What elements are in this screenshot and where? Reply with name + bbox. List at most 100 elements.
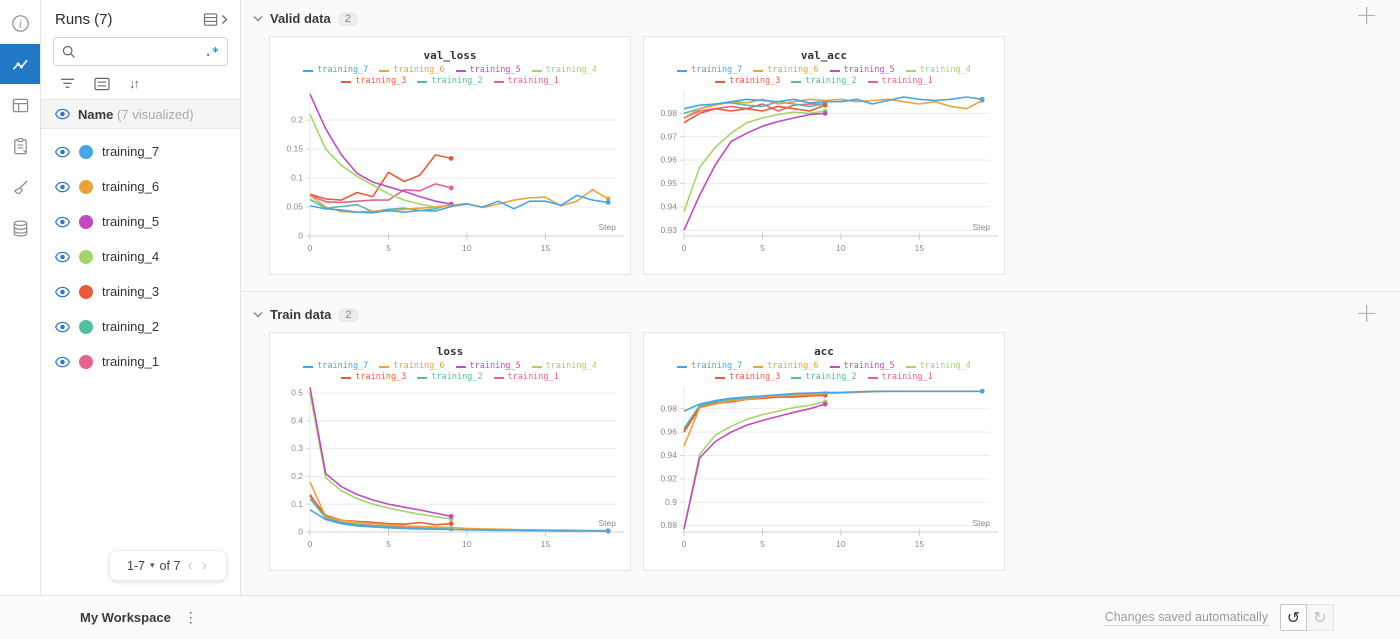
eye-icon[interactable]: [55, 356, 70, 368]
save-status-label[interactable]: Changes saved automatically: [1104, 609, 1268, 626]
eye-icon[interactable]: [55, 146, 70, 158]
run-row[interactable]: training_7: [41, 134, 240, 169]
legend-item[interactable]: training_1: [493, 76, 559, 87]
chart-panel-val-acc[interactable]: val_acc training_7 training_6 training_5 tr…: [643, 36, 1005, 275]
add-panel-button[interactable]: +: [1355, 298, 1378, 329]
sweeps-tab[interactable]: [0, 167, 40, 207]
eye-icon[interactable]: [55, 286, 70, 298]
svg-text:0.1: 0.1: [291, 499, 303, 509]
run-search-box[interactable]: .*: [53, 37, 228, 66]
expand-runs-table-button[interactable]: [203, 12, 228, 27]
redo-button[interactable]: ↻: [1307, 604, 1334, 631]
undo-button[interactable]: ↺: [1280, 604, 1307, 631]
kebab-menu-icon[interactable]: ⋮: [183, 609, 198, 625]
sort-icon: ↓↑: [129, 76, 140, 91]
legend-label: training_4: [545, 65, 597, 75]
run-row[interactable]: training_2: [41, 309, 240, 344]
eye-icon[interactable]: [55, 181, 70, 193]
next-page-button[interactable]: ›: [201, 556, 208, 574]
runs-name-header[interactable]: Name (7 visualized): [41, 99, 240, 129]
charts-workspace-tab[interactable]: [0, 44, 40, 84]
legend-item[interactable]: training_6: [753, 361, 819, 372]
run-row[interactable]: training_3: [41, 274, 240, 309]
legend-swatch: [531, 365, 542, 368]
legend-label: training_2: [431, 372, 483, 382]
chart-panel-acc[interactable]: acc training_7 training_6 training_5 traini…: [643, 332, 1005, 571]
legend-item[interactable]: training_2: [417, 76, 483, 87]
chevron-down-icon[interactable]: [253, 15, 263, 22]
legend-swatch: [867, 80, 878, 83]
run-row[interactable]: training_1: [41, 344, 240, 379]
legend-item[interactable]: training_1: [867, 76, 933, 87]
run-color-dot: [79, 179, 93, 194]
legend-item[interactable]: training_7: [303, 65, 368, 76]
legend-item[interactable]: training_5: [829, 361, 895, 372]
run-row[interactable]: training_4: [41, 239, 240, 274]
run-row[interactable]: training_6: [41, 169, 240, 204]
filter-button[interactable]: [60, 77, 75, 90]
legend-item[interactable]: training_7: [677, 65, 742, 76]
svg-text:0: 0: [308, 539, 313, 549]
sort-button[interactable]: ↓↑: [129, 76, 140, 91]
svg-text:0.94: 0.94: [660, 450, 677, 460]
section-title[interactable]: Train data: [270, 307, 332, 322]
legend-item[interactable]: training_1: [867, 372, 933, 383]
add-panel-button[interactable]: +: [1355, 0, 1378, 31]
eye-icon[interactable]: [55, 216, 70, 228]
legend-item[interactable]: training_4: [531, 361, 597, 372]
artifacts-tab[interactable]: [0, 208, 40, 248]
legend-label: training_4: [545, 361, 597, 371]
line-plot: 0.93 0.94 0.95 0.96 0.97 0.98 0 5 10 15 Step: [660, 90, 998, 253]
info-tab[interactable]: i: [0, 3, 40, 43]
legend-item[interactable]: training_2: [417, 372, 483, 383]
workspace-name[interactable]: My Workspace: [80, 610, 171, 625]
run-search-input[interactable]: [82, 44, 205, 59]
eye-icon[interactable]: [55, 321, 70, 333]
legend-item[interactable]: training_6: [379, 361, 445, 372]
eye-icon[interactable]: [55, 108, 70, 120]
chart-panel-val-loss[interactable]: val_loss training_7 training_6 training_5 t…: [269, 36, 631, 275]
run-name-label: training_7: [102, 144, 160, 159]
legend-item[interactable]: training_5: [455, 65, 521, 76]
svg-text:0.1: 0.1: [291, 173, 303, 183]
svg-text:0: 0: [298, 527, 303, 537]
line-plot: 0 0.1 0.2 0.3 0.4 0.5 0 5 10 15 Step: [291, 386, 624, 549]
legend-item[interactable]: training_5: [455, 361, 521, 372]
chart-legend: training_7 training_6 training_5 training_4…: [270, 65, 630, 87]
svg-text:0.05: 0.05: [286, 202, 303, 212]
grouping-button[interactable]: [94, 77, 110, 91]
chevron-down-icon[interactable]: [253, 311, 263, 318]
legend-swatch: [905, 69, 916, 72]
legend-item[interactable]: training_4: [905, 361, 971, 372]
eye-icon[interactable]: [55, 251, 70, 263]
run-row[interactable]: training_5: [41, 204, 240, 239]
legend-item[interactable]: training_1: [493, 372, 559, 383]
chart-panel-loss[interactable]: loss training_7 training_6 training_5 train…: [269, 332, 631, 571]
legend-item[interactable]: training_3: [341, 372, 406, 383]
legend-item[interactable]: training_2: [791, 372, 857, 383]
section-title[interactable]: Valid data: [270, 11, 331, 26]
legend-item[interactable]: training_6: [379, 65, 445, 76]
page-range-label[interactable]: 1-7: [126, 558, 146, 573]
legend-item[interactable]: training_4: [531, 65, 597, 76]
legend-item[interactable]: training_3: [715, 76, 780, 87]
regex-toggle[interactable]: .*: [204, 44, 219, 59]
table-tab[interactable]: [0, 85, 40, 125]
svg-text:10: 10: [836, 539, 846, 549]
legend-swatch: [417, 80, 428, 83]
chart-title: acc: [814, 345, 834, 358]
legend-item[interactable]: training_7: [303, 361, 368, 372]
svg-text:0.2: 0.2: [291, 471, 303, 481]
legend-item[interactable]: training_7: [677, 361, 742, 372]
logs-tab[interactable]: [0, 126, 40, 166]
legend-item[interactable]: training_5: [829, 65, 895, 76]
legend-item[interactable]: training_2: [791, 76, 857, 87]
run-name-label: training_3: [102, 284, 160, 299]
legend-item[interactable]: training_3: [715, 372, 780, 383]
prev-page-button[interactable]: ‹: [187, 556, 193, 574]
page-size-caret-icon[interactable]: ▾: [150, 560, 155, 570]
legend-item[interactable]: training_4: [905, 65, 971, 76]
svg-text:0.92: 0.92: [660, 474, 677, 484]
legend-item[interactable]: training_3: [341, 76, 406, 87]
legend-item[interactable]: training_6: [753, 65, 819, 76]
